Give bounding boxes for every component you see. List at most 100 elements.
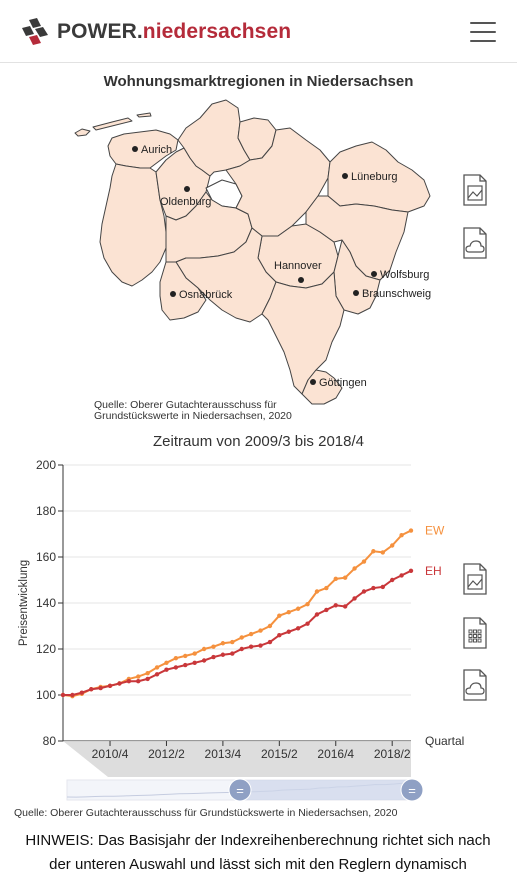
chart-source: Quelle: Oberer Gutachterausschuss für Gr… (14, 807, 398, 819)
data-point (352, 566, 357, 571)
series-line-eh (63, 569, 412, 696)
data-point (286, 629, 291, 634)
data-point (201, 658, 207, 663)
data-point (305, 601, 310, 607)
image-export-icon[interactable] (462, 563, 488, 595)
price-index-chart: 80 100 120 140 160 180 200 Preisentwicklung Quar… (18, 458, 464, 802)
data-point (220, 641, 226, 646)
map-island (74, 128, 91, 137)
data-point (145, 676, 150, 682)
data-point (107, 683, 113, 688)
range-start-handle[interactable] (228, 778, 252, 802)
data-point (183, 662, 188, 668)
city-label: Lüneburg (351, 171, 398, 183)
city-label: Aurich (141, 144, 172, 156)
data-point (380, 584, 385, 590)
data-point (277, 613, 282, 618)
data-point (117, 681, 122, 686)
data-point (239, 635, 244, 640)
data-point (314, 612, 320, 617)
data-point (173, 656, 179, 661)
map-island (136, 112, 152, 118)
city-label: Oldenburg (160, 196, 211, 208)
data-point (277, 633, 282, 638)
brand-accent: niedersachsen (142, 20, 292, 43)
data-point (183, 653, 188, 659)
data-point (89, 687, 94, 692)
chart-title: Zeitraum von 2009/3 bis 2018/4 (153, 433, 364, 450)
data-point (173, 665, 179, 670)
data-point (136, 674, 141, 679)
app-header: POWER.niedersachsen (0, 0, 517, 63)
y-axis-label: Preisentwicklung (18, 560, 30, 646)
map-title: Wohnungsmarktregionen in Niedersachsen (103, 73, 414, 90)
map-island (92, 117, 133, 131)
handle-grip: = (236, 783, 244, 798)
data-point (342, 575, 348, 580)
data-point (267, 623, 273, 629)
map-source-line-1: Quelle: Oberer Gutachterausschuss für (94, 399, 277, 411)
data-point (60, 692, 66, 698)
map-region-oldenburg (155, 147, 211, 221)
hinweis-line-1: HINWEIS: Das Basisjahr der Indexreihenbe… (25, 832, 491, 849)
map-region-osnabrueck (159, 261, 207, 321)
data-point (324, 585, 329, 591)
data-point (352, 596, 357, 601)
map-source: Quelle: Oberer Gutachterausschuss für Gru… (94, 400, 292, 422)
city-label: Osnabrück (179, 289, 233, 301)
cloud-export-icon[interactable] (462, 669, 488, 701)
range-end-handle[interactable] (400, 778, 424, 802)
data-point (342, 604, 348, 609)
data-point (126, 679, 132, 684)
data-point (314, 589, 320, 594)
data-point (408, 528, 414, 533)
map-region-goettingen (301, 369, 343, 405)
navigator-selection (240, 780, 412, 800)
series-label-eh: EH (425, 564, 442, 578)
handle-grip: = (408, 783, 416, 798)
data-point (220, 652, 226, 657)
data-point (371, 585, 376, 591)
data-point (164, 667, 169, 672)
map-source-line-2: Grundstückswerte in Niedersachsen, 2020 (94, 410, 292, 422)
data-point (399, 532, 404, 538)
city-label: Braunschweig (362, 288, 431, 300)
data-point (230, 639, 235, 645)
series-label-ew: EW (425, 524, 445, 538)
data-point (333, 603, 338, 608)
y-tick-label: 100 (36, 688, 56, 702)
data-point (230, 651, 235, 656)
cloud-export-icon[interactable] (462, 227, 488, 259)
y-tick-label: 80 (43, 734, 57, 748)
hamburger-menu-icon[interactable] (470, 22, 496, 44)
x-tick-label: 2016/4 (317, 747, 354, 761)
city-label: Göttingen (319, 377, 367, 389)
data-point (211, 654, 216, 660)
data-point (295, 606, 301, 611)
data-point (305, 621, 310, 626)
power-logo-icon[interactable] (20, 18, 50, 46)
data-point (248, 631, 254, 637)
brand-title[interactable]: POWER.niedersachsen (57, 20, 291, 44)
data-point (258, 628, 263, 633)
data-point (258, 643, 263, 648)
map-region-weserbergland (175, 227, 277, 323)
region-map: Aurich Oldenburg Lüneburg Hannover Wolfs… (74, 99, 431, 405)
data-point (399, 573, 404, 578)
data-point (380, 550, 385, 555)
x-tick-label: 2012/2 (148, 747, 185, 761)
data-point (286, 610, 291, 615)
data-point (211, 644, 216, 649)
data-point (267, 639, 273, 645)
x-tick-label: 2010/4 (92, 747, 129, 761)
y-tick-label: 140 (36, 596, 56, 610)
data-point (324, 607, 329, 613)
data-point (201, 646, 207, 652)
data-point (98, 685, 103, 691)
map-region-gifhorn (305, 195, 409, 281)
table-export-icon[interactable] (462, 617, 488, 649)
map-region-heide (225, 127, 331, 237)
data-point (70, 692, 75, 698)
image-export-icon[interactable] (462, 174, 488, 206)
hinweis-line-2: der unteren Auswahl und lässt sich mit d… (49, 856, 467, 873)
